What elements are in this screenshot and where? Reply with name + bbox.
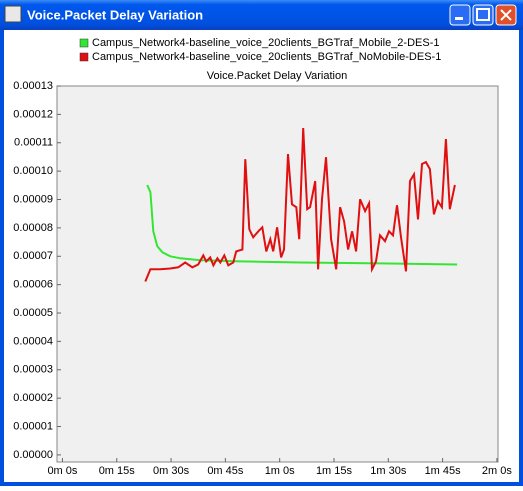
maximize-glyph — [476, 8, 490, 21]
legend-label: Campus_Network4-baseline_voice_20clients… — [92, 51, 441, 63]
x-tick-label: 1m 15s — [316, 465, 353, 477]
y-tick-label: 0.00002 — [13, 392, 53, 404]
series-line — [144, 127, 456, 282]
y-tick-label: 0.00007 — [13, 250, 53, 262]
x-tick-label: 2m 0s — [482, 465, 512, 477]
y-tick-label: 0.00011 — [14, 137, 53, 149]
title-bar — [0, 0, 523, 30]
y-tick-label: 0.00004 — [13, 335, 53, 347]
y-tick-label: 0.00001 — [13, 420, 53, 432]
y-tick-label: 0.00006 — [13, 279, 53, 291]
y-tick-label: 0.00010 — [13, 165, 53, 177]
close-glyph — [500, 9, 512, 21]
x-tick-label: 0m 15s — [99, 465, 136, 477]
x-tick-label: 1m 30s — [370, 465, 407, 477]
y-tick-label: 0.00000 — [13, 449, 53, 461]
y-tick-label: 0.00009 — [13, 193, 53, 205]
y-tick-label: 0.00003 — [13, 364, 53, 376]
y-tick-label: 0.00013 — [13, 80, 53, 92]
x-tick-label: 1m 0s — [265, 465, 295, 477]
y-tick-label: 0.00008 — [13, 222, 53, 234]
minimize-button[interactable] — [449, 4, 471, 26]
x-tick-label: 0m 45s — [207, 465, 244, 477]
legend-swatch — [79, 52, 89, 62]
window-buttons[interactable] — [449, 4, 517, 26]
minimize-glyph — [455, 17, 463, 20]
plot-area — [56, 85, 499, 463]
x-tick-label: 0m 0s — [47, 465, 77, 477]
legend-label: Campus_Network4-baseline_voice_20clients… — [92, 37, 439, 49]
chart-title: Voice.Packet Delay Variation — [207, 70, 347, 82]
x-tick-label: 0m 30s — [153, 465, 190, 477]
legend-swatch — [79, 38, 89, 48]
y-tick-label: 0.00005 — [13, 307, 53, 319]
x-tick-label: 1m 45s — [425, 465, 462, 477]
window-title: Voice.Packet Delay Variation — [27, 7, 203, 22]
y-tick-label: 0.00012 — [13, 108, 53, 120]
series-line — [146, 184, 458, 266]
app-icon — [4, 5, 22, 23]
